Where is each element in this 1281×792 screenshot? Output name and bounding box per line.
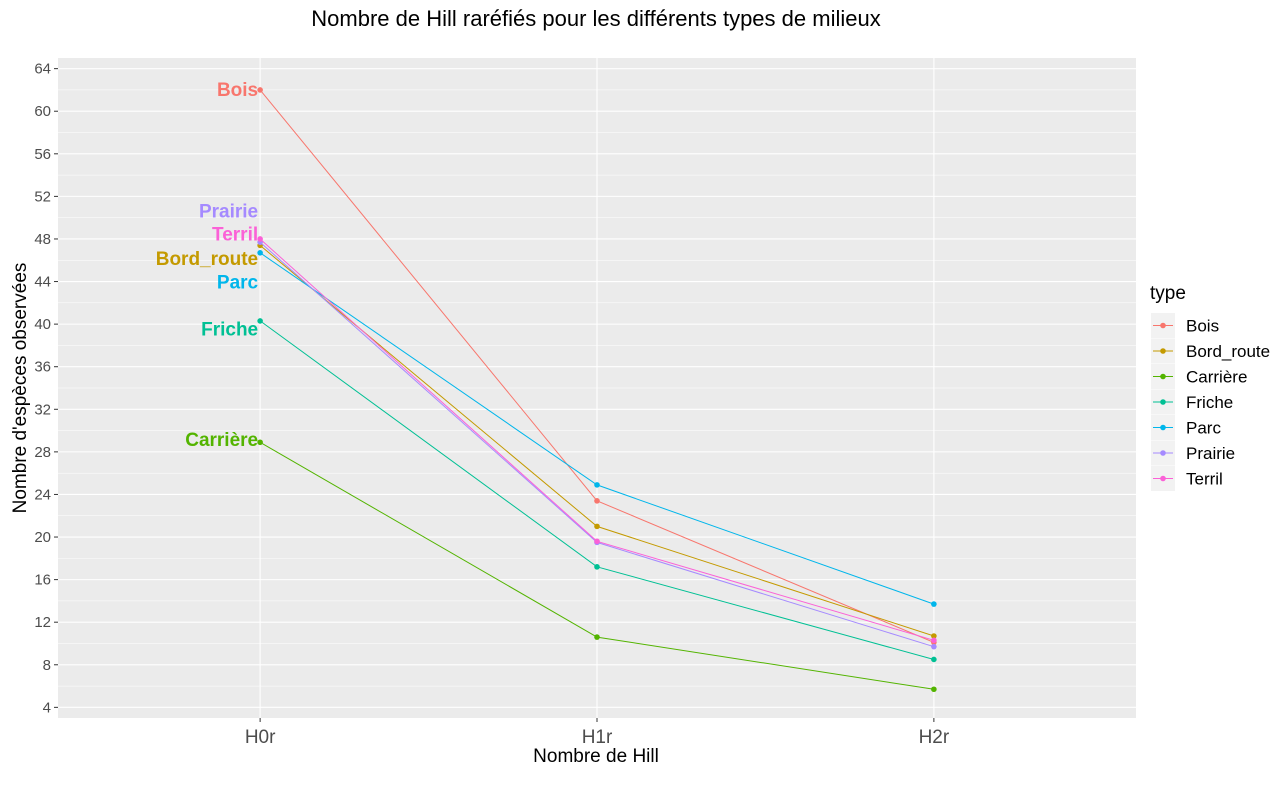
point-label: Bord_route — [156, 249, 258, 270]
data-point — [594, 482, 600, 488]
legend-title: type — [1150, 283, 1186, 304]
data-point — [594, 523, 600, 530]
data-point — [931, 637, 937, 644]
y-tick-label: 28 — [34, 444, 51, 461]
data-point — [594, 498, 600, 504]
point-label: Terril — [212, 225, 258, 246]
point-label: Carrière — [185, 430, 258, 451]
plot-panel — [58, 58, 1136, 718]
legend-label: Bois — [1186, 317, 1219, 336]
legend-label: Terril — [1186, 470, 1223, 489]
y-tick-label: 16 — [34, 572, 51, 589]
y-tick-label: 60 — [34, 103, 51, 120]
y-tick-label: 40 — [34, 316, 51, 333]
legend: type Bois Bord_route Carrière Friche Parc Pra… — [1150, 283, 1270, 491]
chart-title: Nombre de Hill raréfiés pour les différe… — [311, 6, 880, 31]
y-tick-label: 8 — [43, 657, 51, 674]
legend-label: Carrière — [1186, 368, 1247, 387]
y-tick-label: 64 — [34, 61, 51, 78]
legend-item: Prairie — [1151, 440, 1235, 466]
legend-key-point — [1160, 348, 1166, 354]
data-point — [257, 236, 263, 242]
data-point — [257, 318, 263, 324]
series-layer — [257, 87, 937, 693]
x-axis-title: Nombre de Hill — [533, 746, 659, 767]
x-tick-label: H2r — [919, 727, 950, 748]
legend-item: Bord_route — [1151, 338, 1270, 364]
y-tick-label: 56 — [34, 146, 51, 163]
y-axis-title: Nombre d'espèces observées — [10, 263, 31, 514]
y-tick-label: 44 — [34, 274, 51, 291]
legend-item: Terril — [1151, 466, 1223, 491]
y-tick-label: 52 — [34, 188, 51, 205]
legend-label: Parc — [1186, 419, 1221, 438]
y-tick-label: 36 — [34, 359, 51, 376]
y-tick-label: 32 — [34, 401, 51, 418]
legend-key-point — [1160, 450, 1166, 456]
legend-label: Bord_route — [1186, 342, 1270, 361]
data-point — [257, 439, 263, 446]
legend-item: Carrière — [1151, 364, 1247, 389]
data-point — [931, 601, 937, 607]
data-point — [931, 656, 937, 663]
series-carri-re — [257, 439, 937, 693]
series-friche — [257, 318, 937, 663]
legend-label: Prairie — [1186, 444, 1235, 463]
point-label: Parc — [217, 273, 259, 294]
y-tick-label: 12 — [34, 614, 51, 631]
y-tick-label: 24 — [34, 486, 51, 503]
data-point — [594, 564, 600, 570]
y-tick-label: 48 — [34, 231, 51, 248]
legend-item: Parc — [1151, 415, 1221, 440]
series-parc — [257, 250, 937, 607]
legend-key-point — [1160, 424, 1166, 431]
point-labels: Bois Prairie Terril Bord_route Parc Friche Car… — [156, 80, 259, 451]
legend-key-point — [1160, 475, 1166, 482]
x-axis: H0r H1r H2r — [245, 718, 950, 748]
x-tick-label: H1r — [582, 727, 613, 748]
legend-key-point — [1160, 322, 1166, 329]
legend-key-point — [1160, 399, 1166, 405]
data-point — [257, 87, 263, 93]
y-tick-label: 4 — [43, 699, 51, 716]
data-point — [257, 250, 263, 256]
data-point — [594, 634, 600, 640]
data-point — [594, 538, 600, 545]
legend-key-point — [1160, 373, 1166, 380]
legend-item: Friche — [1151, 389, 1233, 415]
point-label: Prairie — [199, 201, 258, 222]
y-tick-label: 20 — [34, 529, 51, 546]
point-label: Friche — [201, 319, 258, 340]
point-label: Bois — [217, 80, 258, 101]
data-point — [931, 686, 937, 693]
legend-item: Bois — [1151, 313, 1219, 338]
legend-label: Friche — [1186, 393, 1233, 412]
x-tick-label: H0r — [245, 727, 276, 748]
series-terril — [257, 236, 937, 644]
data-point — [931, 643, 937, 650]
data-point — [931, 633, 937, 639]
